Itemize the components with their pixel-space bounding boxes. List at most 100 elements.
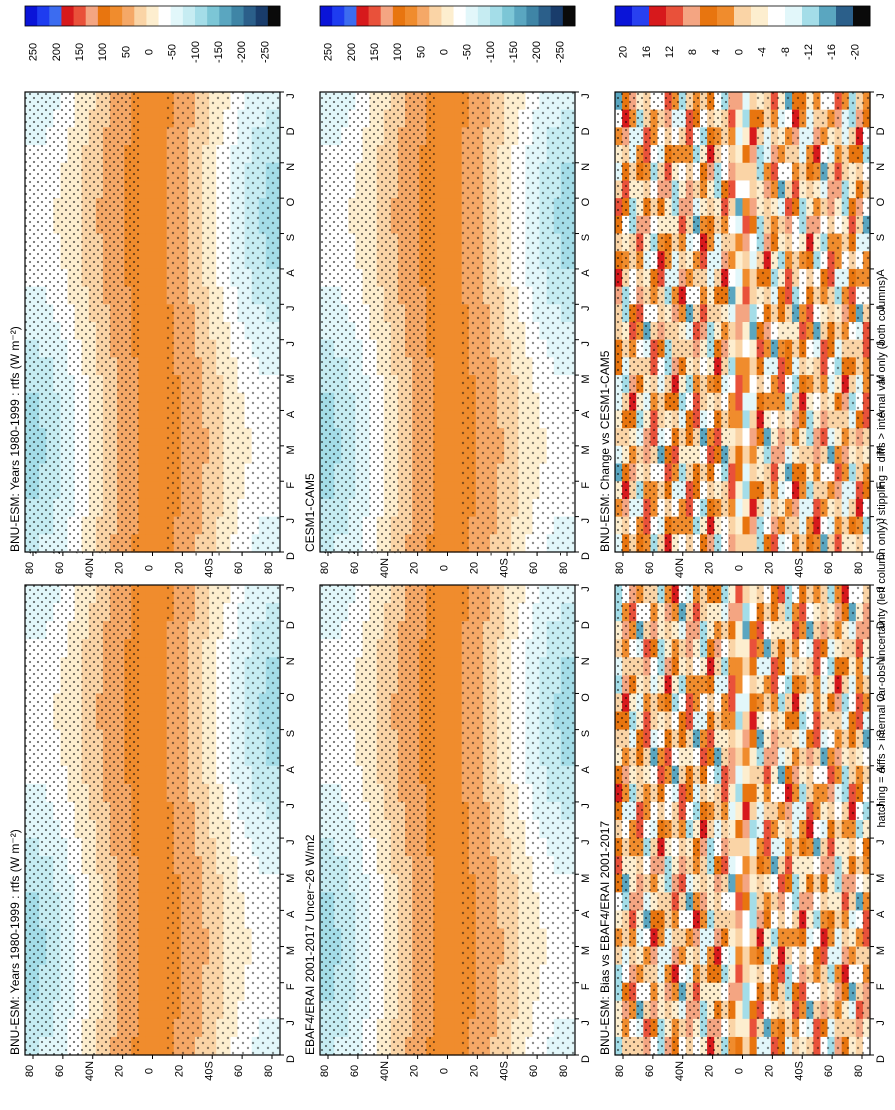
heatmap-cell bbox=[153, 269, 161, 287]
heatmap-cell bbox=[145, 892, 153, 911]
heatmap-cell bbox=[440, 621, 448, 640]
heatmap-cell bbox=[153, 499, 161, 517]
lat-tick-label: 80 bbox=[24, 1065, 36, 1077]
lat-tick-label: 40S bbox=[498, 558, 510, 578]
lat-tick-label: 60 bbox=[54, 1065, 66, 1077]
heatmap-cell bbox=[153, 340, 161, 358]
colorbar-label: -150 bbox=[508, 41, 520, 63]
colorbar-label: 0 bbox=[439, 49, 451, 55]
colorbar-swatch bbox=[231, 6, 244, 26]
heatmap-cell bbox=[735, 910, 743, 929]
colorbar-swatch bbox=[405, 6, 418, 26]
heatmap-cell bbox=[735, 1037, 743, 1056]
heatmap-cell bbox=[448, 464, 456, 482]
month-tick-label: N bbox=[285, 163, 297, 171]
heatmap-cell bbox=[440, 603, 448, 622]
heatmap-cell bbox=[743, 766, 751, 785]
heatmap-cell bbox=[743, 693, 751, 712]
colorbar-label: 200 bbox=[51, 43, 63, 61]
heatmap-cell bbox=[145, 910, 153, 929]
heatmap-cell bbox=[440, 464, 448, 482]
colorbar-swatch bbox=[37, 6, 50, 26]
heatmap-cell bbox=[448, 1019, 456, 1038]
colorbar-label: -100 bbox=[485, 41, 497, 63]
heatmap-cell bbox=[145, 127, 153, 145]
heatmap-cell bbox=[448, 748, 456, 767]
heatmap-cell bbox=[153, 322, 161, 340]
colorbar-swatch bbox=[268, 6, 281, 26]
colorbar-swatch bbox=[381, 6, 394, 26]
heatmap-cell bbox=[153, 180, 161, 198]
panel-title: EBAF4/ERAI 2001-2017 Uncer~26 W/m2 bbox=[303, 834, 317, 1055]
stipple-overlay bbox=[165, 92, 280, 552]
lat-tick-label: 40S bbox=[203, 558, 215, 578]
heatmap-cell bbox=[743, 1019, 751, 1038]
heatmap-cell bbox=[153, 410, 161, 428]
colorbar-swatch bbox=[98, 6, 111, 26]
colorbar-swatch bbox=[49, 6, 62, 26]
heatmap-cell bbox=[153, 428, 161, 446]
heatmap-cell bbox=[735, 712, 743, 731]
heatmap-cell bbox=[440, 730, 448, 749]
month-tick-label: D bbox=[580, 127, 592, 135]
month-tick-label: F bbox=[580, 983, 592, 990]
heatmap-cell bbox=[153, 784, 161, 803]
heatmap-cell bbox=[145, 499, 153, 517]
heatmap-cell bbox=[743, 910, 751, 929]
heatmap-cell bbox=[448, 983, 456, 1002]
colorbar-label: 250 bbox=[28, 43, 40, 61]
month-tick-label: A bbox=[285, 269, 297, 277]
month-tick-label: S bbox=[580, 234, 592, 241]
heatmap-cell bbox=[153, 748, 161, 767]
heatmap-cell bbox=[145, 269, 153, 287]
month-tick-label: M bbox=[285, 874, 297, 883]
lat-tick-label: 20 bbox=[468, 562, 480, 574]
heatmap-cell bbox=[448, 856, 456, 875]
heatmap-cell bbox=[145, 534, 153, 552]
lat-tick-label: 20 bbox=[173, 562, 185, 574]
heatmap-cell bbox=[145, 784, 153, 803]
heatmap-cell bbox=[145, 287, 153, 305]
heatmap-cell bbox=[440, 410, 448, 428]
heatmap-cell bbox=[743, 603, 751, 622]
heatmap-cell bbox=[440, 92, 448, 110]
heatmap-cell bbox=[440, 499, 448, 517]
month-tick-label: M bbox=[580, 946, 592, 955]
heatmap-cell bbox=[145, 947, 153, 966]
heatmap-cell bbox=[448, 357, 456, 375]
heatmap-cell bbox=[440, 198, 448, 216]
colorbar-swatch bbox=[393, 6, 406, 26]
stipple-overlay bbox=[320, 92, 435, 552]
heatmap-cell bbox=[440, 428, 448, 446]
heatmap-cell bbox=[448, 428, 456, 446]
colorbar-swatch bbox=[86, 6, 99, 26]
heatmap-cell bbox=[145, 693, 153, 712]
heatmap-cell bbox=[153, 464, 161, 482]
lat-tick-label: 20 bbox=[468, 1065, 480, 1077]
heatmap-cell bbox=[448, 393, 456, 411]
lat-tick-label: 20 bbox=[409, 562, 421, 574]
heatmap-cell bbox=[440, 766, 448, 785]
heatmap-cell bbox=[153, 965, 161, 984]
heatmap-cell bbox=[743, 1037, 751, 1056]
lat-tick-label: 80 bbox=[319, 1065, 331, 1077]
colorbar-swatch bbox=[110, 6, 123, 26]
lat-tick-label: 80 bbox=[24, 562, 36, 574]
heatmap-cell bbox=[440, 965, 448, 984]
heatmap-cell bbox=[145, 820, 153, 839]
heatmap-cell bbox=[448, 1037, 456, 1056]
month-tick-label: M bbox=[285, 946, 297, 955]
heatmap-cell bbox=[743, 892, 751, 911]
heatmap-cell bbox=[153, 910, 161, 929]
heatmap-cell bbox=[440, 802, 448, 821]
heatmap-cell bbox=[153, 928, 161, 947]
heatmap-cell bbox=[440, 110, 448, 128]
colorbar-swatch bbox=[256, 6, 269, 26]
lat-tick-label: 20 bbox=[114, 562, 126, 574]
heatmap-cell bbox=[448, 410, 456, 428]
colorbar-swatch bbox=[61, 6, 74, 26]
stipple-overlay bbox=[320, 585, 435, 1055]
heatmap-cell bbox=[440, 639, 448, 658]
